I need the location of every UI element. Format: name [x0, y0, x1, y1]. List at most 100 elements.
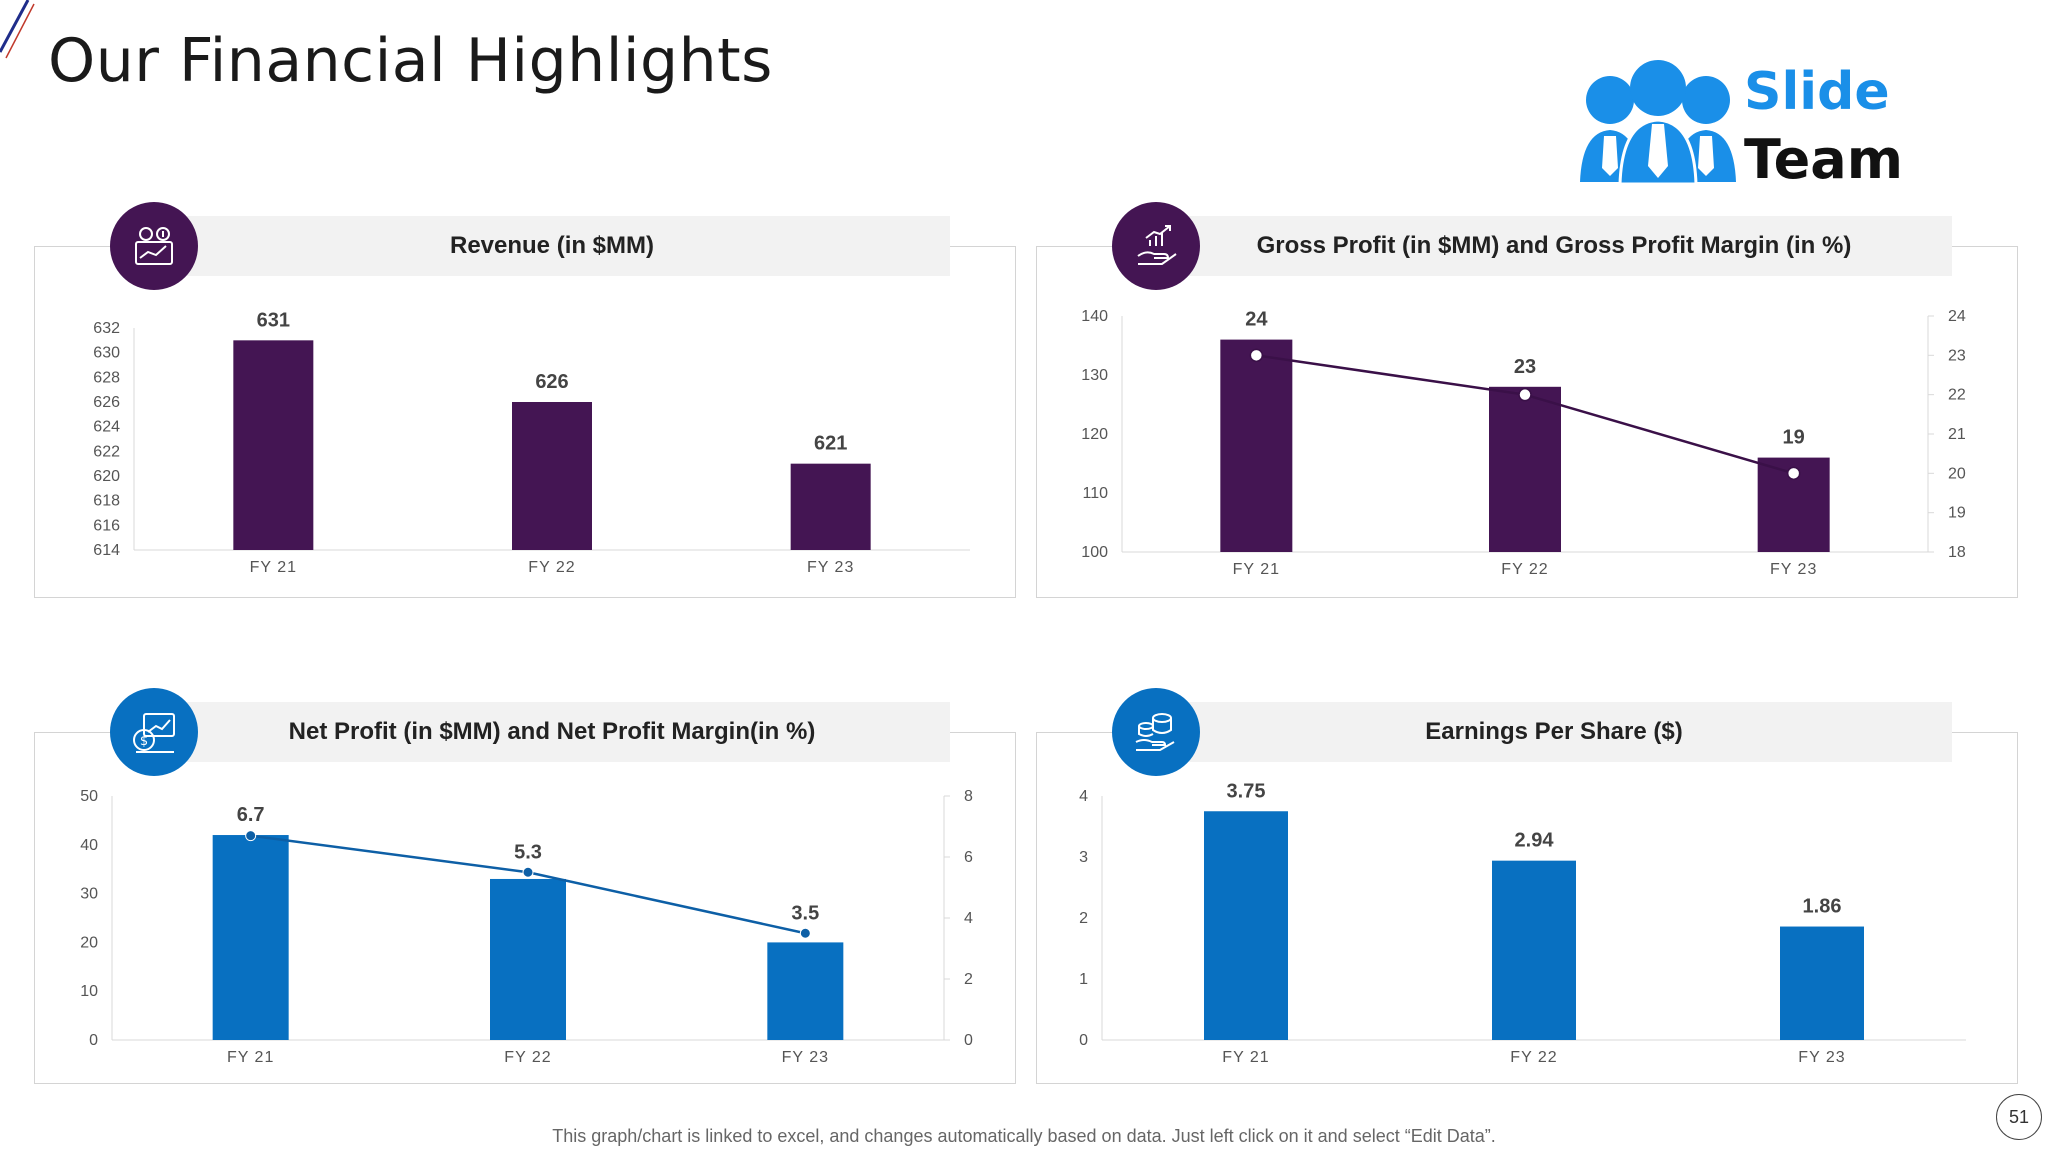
line-point [522, 866, 534, 878]
y2-tick-label: 23 [1948, 347, 1966, 364]
bar [1204, 811, 1288, 1040]
x-category-label: FY 21 [1222, 1049, 1269, 1066]
svg-text:$: $ [140, 734, 148, 749]
gross-profit-chart: 100 110 120 130 140 18 19 20 21 22 23 24 FY 21 FY 22 F… [1081, 308, 1966, 578]
eps-chart: 0 1 2 3 4 FY 21 3.75 FY 22 2.94 FY 23 1.86 [1079, 780, 1966, 1066]
y2-tick-label: 6 [964, 849, 973, 866]
y-tick-label: 140 [1081, 308, 1108, 325]
y-tick-label: 622 [93, 443, 120, 460]
line-point [1249, 348, 1264, 363]
net-profit-chart-title: Net Profit (in $MM) and Net Profit Margi… [288, 718, 816, 745]
y-tick-label: 616 [93, 517, 120, 534]
net-profit-badge: $ [110, 688, 198, 776]
corner-accent-line [0, 0, 35, 59]
slideteam-logo: Slide Team [1578, 56, 1903, 191]
y-tick-label: 618 [93, 493, 120, 510]
eps-panel-header: Earnings Per Share ($) [1156, 702, 1952, 762]
y-tick-label: 3 [1079, 849, 1088, 866]
x-category-label: FY 23 [782, 1049, 829, 1066]
y-tick-label: 30 [80, 886, 98, 903]
x-category-label: FY 22 [1501, 561, 1548, 578]
line-point [245, 830, 257, 842]
bar-data-label: 621 [814, 433, 847, 455]
y-tick-label: 100 [1081, 544, 1108, 561]
y-tick-label: 1 [1079, 971, 1088, 988]
bar [1780, 926, 1864, 1040]
x-category-label: FY 23 [1770, 561, 1817, 578]
y-tick-label: 50 [80, 788, 98, 805]
y2-tick-label: 0 [964, 1032, 973, 1049]
bar [1220, 339, 1293, 552]
net-profit-chart: 0 10 20 30 40 50 0 2 4 6 8 FY 21 FY 22 FY 23 6.7 5.3 3.5 [80, 788, 973, 1066]
bar-data-label: 626 [535, 371, 568, 393]
gross-profit-badge [1112, 202, 1200, 290]
bar-data-label: 631 [257, 309, 290, 331]
eps-badge [1112, 688, 1200, 776]
x-category-label: FY 21 [227, 1049, 274, 1066]
y-tick-label: 10 [80, 983, 98, 1000]
y2-tick-label: 22 [1948, 387, 1966, 404]
y-tick-label: 120 [1081, 426, 1108, 443]
line-data-label: 19 [1783, 427, 1805, 449]
line-data-label: 6.7 [237, 804, 265, 826]
line-data-label: 24 [1245, 309, 1268, 331]
y-tick-label: 40 [80, 837, 98, 854]
y-tick-label: 4 [1079, 788, 1088, 805]
logo-text-slide: Slide [1744, 62, 1890, 122]
bar [790, 463, 871, 550]
x-category-label: FY 23 [807, 559, 854, 576]
bar [1492, 860, 1576, 1040]
hand-growth-icon [1137, 225, 1177, 265]
team-people-icon [1580, 60, 1736, 186]
page-number: 51 [1996, 1094, 2042, 1140]
bar-data-label: 3.75 [1227, 780, 1266, 802]
y2-tick-label: 4 [964, 910, 973, 927]
y-tick-label: 0 [89, 1032, 98, 1049]
line-point [1518, 387, 1532, 402]
y-tick-label: 630 [93, 345, 120, 362]
y-tick-label: 632 [93, 320, 120, 337]
y2-tick-label: 24 [1948, 308, 1966, 325]
bar [490, 878, 566, 1040]
y-tick-label: 626 [93, 394, 120, 411]
y-tick-label: 2 [1079, 910, 1088, 927]
y-tick-label: 620 [93, 468, 120, 485]
coins-hand-icon [1135, 713, 1175, 751]
line-point [799, 927, 811, 939]
line-point [1786, 466, 1801, 481]
y-tick-label: 20 [80, 934, 98, 951]
y-tick-label: 0 [1079, 1032, 1088, 1049]
logo-text-team: Team [1744, 128, 1903, 191]
y2-tick-label: 2 [964, 971, 973, 988]
y2-tick-label: 8 [964, 788, 973, 805]
gross-profit-panel-header: Gross Profit (in $MM) and Gross Profit M… [1156, 216, 1952, 276]
bar [233, 340, 314, 550]
bar [512, 402, 592, 550]
y-tick-label: 614 [93, 542, 120, 559]
y2-tick-label: 18 [1948, 544, 1966, 561]
gross-profit-chart-title: Gross Profit (in $MM) and Gross Profit M… [1256, 232, 1852, 259]
revenue-badge [110, 202, 198, 290]
x-category-label: FY 22 [504, 1049, 551, 1066]
line-data-label: 3.5 [791, 902, 819, 924]
y2-tick-label: 21 [1948, 426, 1966, 443]
y2-tick-label: 20 [1948, 465, 1966, 482]
x-category-label: FY 21 [250, 559, 297, 576]
revenue-chart: 614 616 618 620 622 624 626 628 630 632 FY 21 631 FY… [93, 309, 970, 576]
x-category-label: FY 21 [1233, 561, 1280, 578]
net-profit-panel-header: Net Profit (in $MM) and Net Profit Margi… [154, 702, 950, 762]
eps-chart-title: Earnings Per Share ($) [1425, 718, 1683, 745]
x-category-label: FY 22 [528, 559, 575, 576]
y-tick-label: 624 [93, 419, 120, 436]
revenue-panel-header: Revenue (in $MM) [154, 216, 950, 276]
dollar-chart-icon: $ [133, 713, 175, 753]
bar [1489, 386, 1561, 552]
bar [212, 835, 289, 1040]
line-data-label: 23 [1514, 356, 1536, 378]
bar-data-label: 2.94 [1515, 830, 1555, 852]
page-title: Our Financial Highlights [48, 26, 773, 96]
y2-tick-label: 19 [1948, 505, 1966, 522]
x-category-label: FY 22 [1510, 1049, 1557, 1066]
y-tick-label: 110 [1082, 485, 1108, 502]
line-data-label: 5.3 [514, 841, 542, 863]
